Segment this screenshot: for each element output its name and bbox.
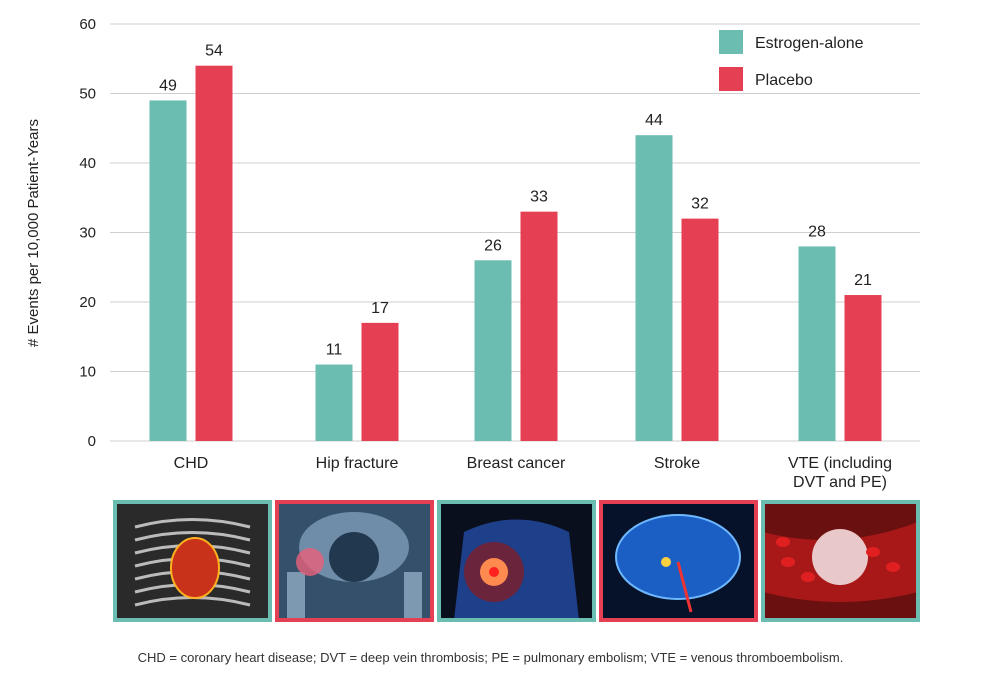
- red-cell: [886, 562, 900, 572]
- bar-placebo: [520, 211, 558, 441]
- bar-placebo: [195, 65, 233, 441]
- data-label: 21: [854, 272, 872, 289]
- image-border: [275, 500, 434, 622]
- y-tick-label: 20: [79, 294, 96, 311]
- data-label: 49: [159, 77, 177, 94]
- y-tick-label: 50: [79, 86, 96, 103]
- heart: [170, 537, 220, 599]
- y-tick-label: 60: [79, 16, 96, 33]
- legend-swatch: [719, 30, 743, 54]
- data-label: 28: [808, 223, 826, 240]
- legend-label: Estrogen-alone: [755, 35, 864, 52]
- legend-swatch: [719, 67, 743, 91]
- rib: [134, 531, 251, 542]
- tumor-core: [489, 567, 499, 577]
- hip-fracture-xray-icon: [275, 500, 434, 622]
- vessel: [676, 561, 693, 613]
- y-tick-label: 30: [79, 225, 96, 242]
- x-tick-label: CHD: [174, 455, 209, 472]
- rib: [134, 518, 251, 529]
- image-border: [113, 500, 272, 622]
- x-tick-label: DVT and PE): [793, 474, 887, 491]
- bar-estrogen-alone: [315, 364, 353, 441]
- femur: [404, 572, 422, 620]
- image-border: [437, 500, 596, 622]
- bar-estrogen-alone: [635, 135, 673, 441]
- femur: [287, 572, 305, 620]
- y-tick-label: 10: [79, 364, 96, 381]
- brain-stroke-icon: [599, 500, 758, 622]
- red-cell: [781, 557, 795, 567]
- data-label: 17: [371, 300, 389, 317]
- fracture-glow: [296, 548, 324, 576]
- y-tick-label: 40: [79, 155, 96, 172]
- data-label: 26: [484, 237, 502, 254]
- bar-placebo: [844, 295, 882, 441]
- breast-cancer-icon: [437, 500, 596, 622]
- bar-estrogen-alone: [798, 246, 836, 441]
- x-tick-label: Stroke: [654, 455, 700, 472]
- x-tick-label: Breast cancer: [467, 455, 566, 472]
- legend-label: Placebo: [755, 72, 813, 89]
- red-cell: [866, 547, 880, 557]
- x-tick-label: VTE (including: [788, 455, 892, 472]
- image-border: [761, 500, 920, 622]
- red-cell: [776, 537, 790, 547]
- image-border: [599, 500, 758, 622]
- y-tick-label: 0: [88, 433, 96, 450]
- pelvis-hole: [329, 532, 379, 582]
- bar-placebo: [681, 218, 719, 441]
- heart-xray-icon: [113, 500, 272, 622]
- data-label: 54: [205, 43, 223, 60]
- data-label: 32: [691, 196, 709, 213]
- stroke-spot: [661, 557, 671, 567]
- red-cell: [801, 572, 815, 582]
- bar-placebo: [361, 322, 399, 441]
- data-label: 33: [530, 189, 548, 206]
- footnote: CHD = coronary heart disease; DVT = deep…: [137, 650, 844, 665]
- bar-chart: 0 10 20 30 40 50 60 # Events per 10,000 Patient…: [25, 16, 920, 622]
- data-label: 44: [645, 112, 663, 129]
- clot: [812, 529, 868, 585]
- brain: [615, 514, 741, 600]
- bar-estrogen-alone: [474, 260, 512, 441]
- y-axis-label: # Events per 10,000 Patient-Years: [25, 119, 42, 347]
- blood-clot-icon: [761, 500, 920, 622]
- x-tick-label: Hip fracture: [316, 455, 399, 472]
- bar-estrogen-alone: [149, 100, 187, 441]
- data-label: 11: [326, 342, 343, 359]
